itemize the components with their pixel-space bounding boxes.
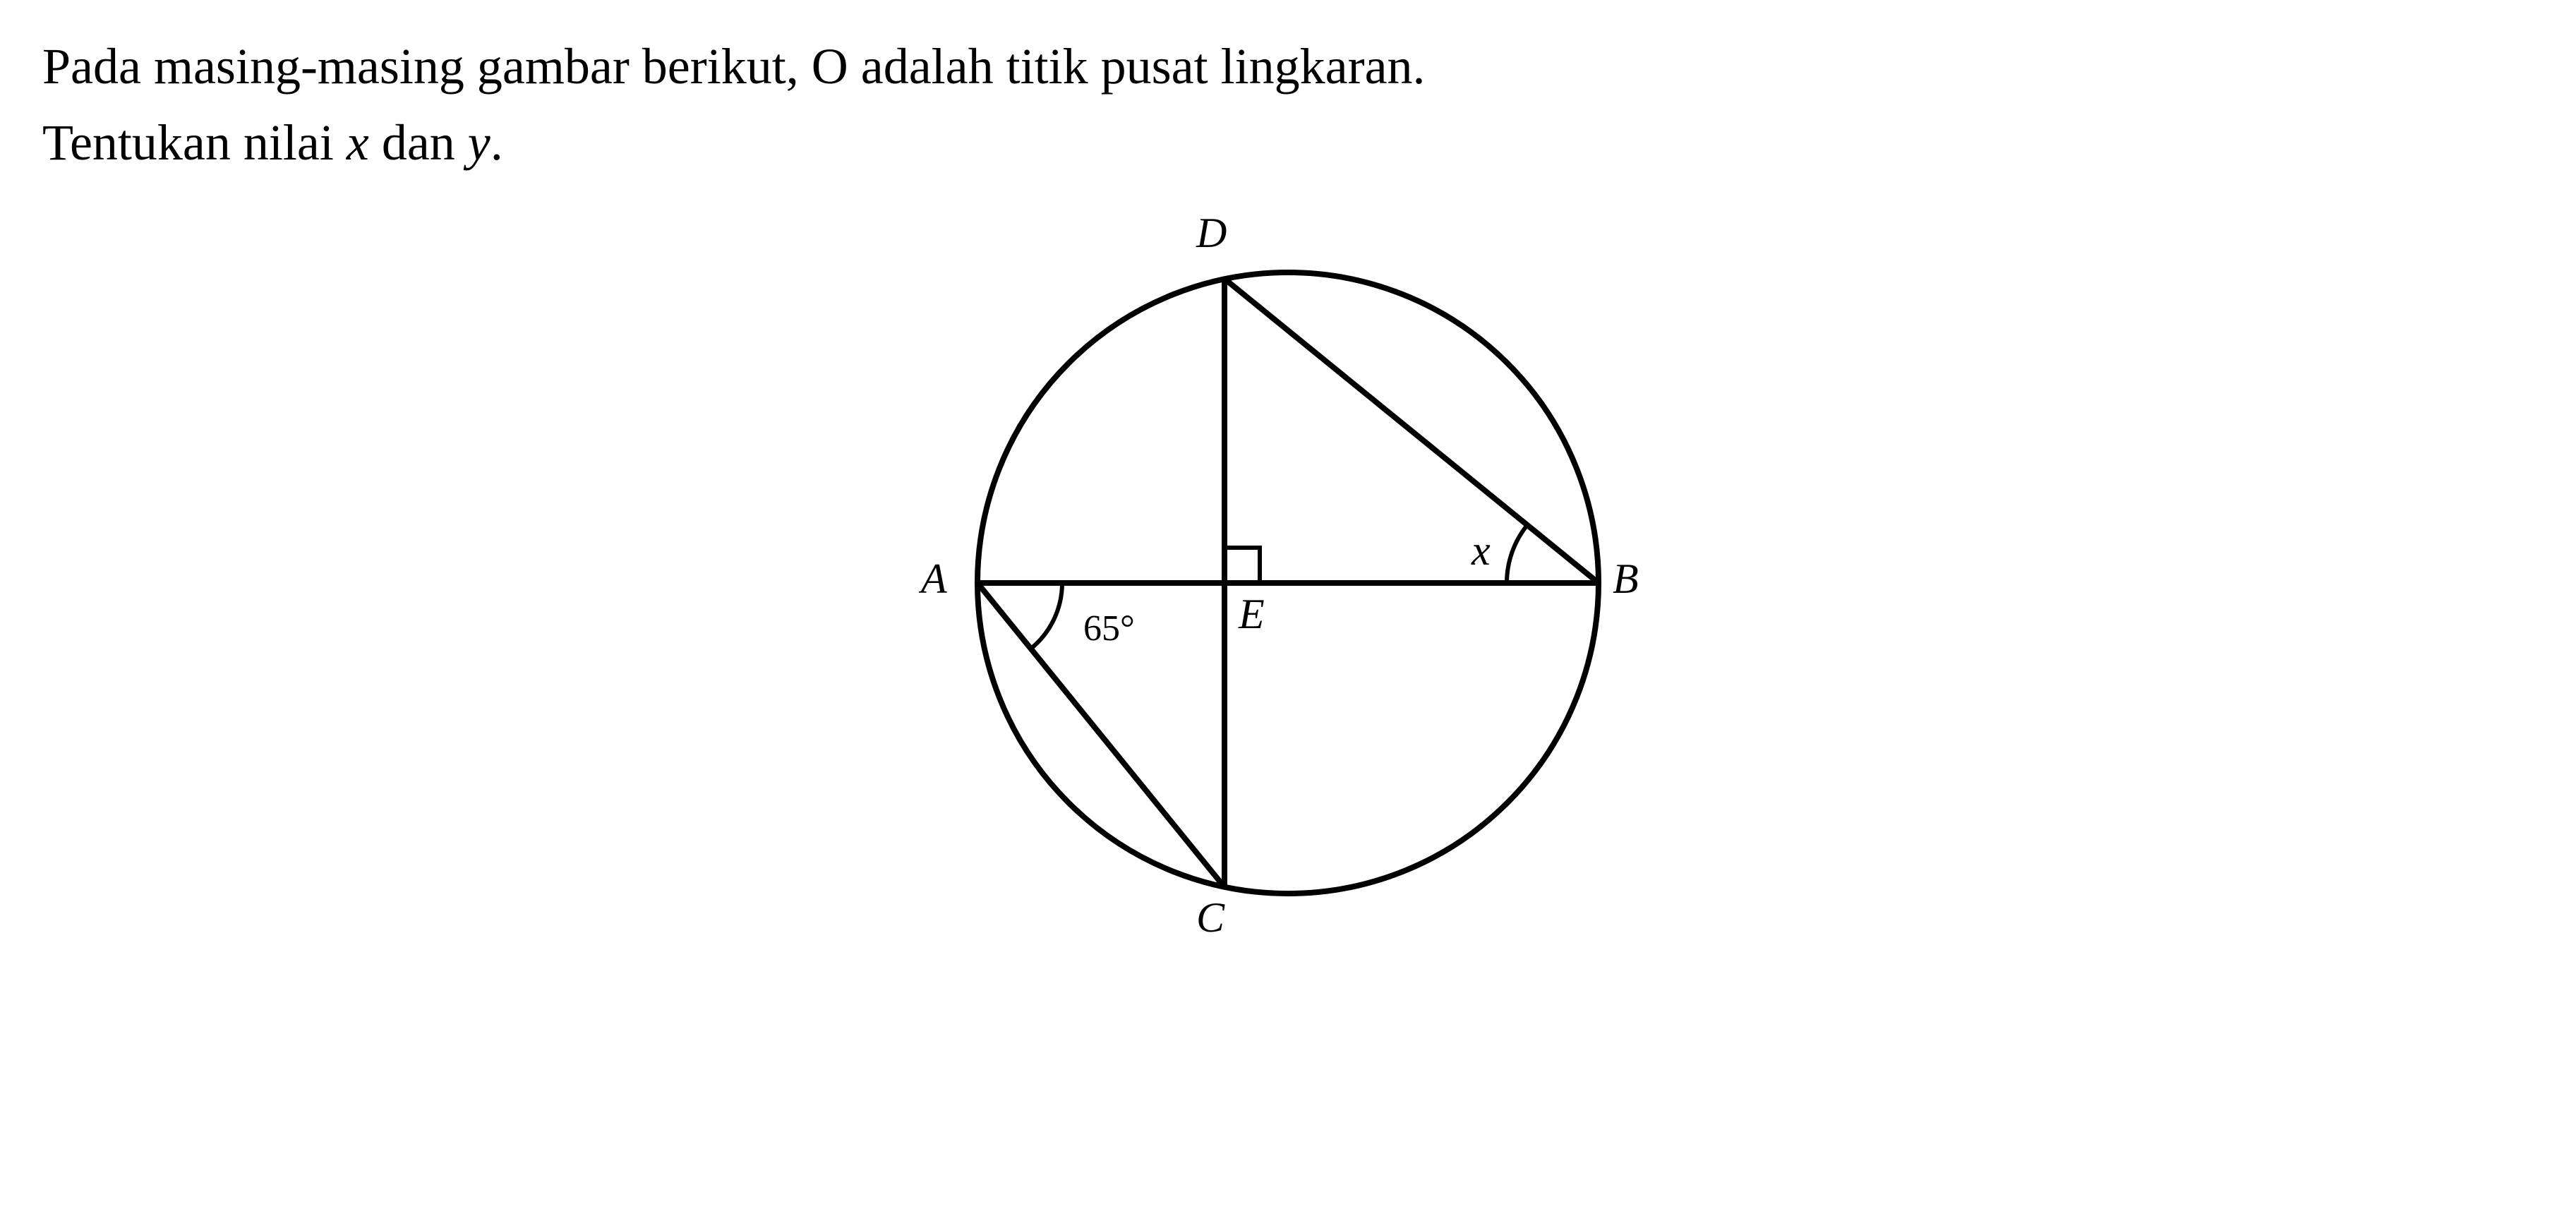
- text-line2-part2: dan: [369, 114, 468, 171]
- angle-arc-x: [1507, 525, 1527, 583]
- label-c: C: [1196, 894, 1224, 942]
- label-x: x: [1471, 527, 1491, 575]
- text-line1-part1: Pada masing-masing gambar berikut,: [42, 38, 812, 95]
- label-b: B: [1613, 555, 1639, 603]
- label-a: A: [921, 555, 947, 603]
- geometry-svg: [900, 195, 1676, 971]
- line-db: [1224, 279, 1599, 583]
- right-angle-marker: [1224, 548, 1260, 583]
- label-d: D: [1196, 209, 1227, 258]
- figure-container: D A B C E x 65°: [42, 195, 2534, 971]
- text-line1-part2: adalah titik pusat lingkaran.: [848, 38, 1426, 95]
- text-line2-part1: Tentukan nilai: [42, 114, 347, 171]
- text-line1-O: O: [812, 38, 848, 95]
- text-line2-part3: .: [490, 114, 503, 171]
- label-e: E: [1239, 590, 1265, 639]
- text-line2-y: y: [468, 114, 490, 171]
- angle-arc-65: [1031, 583, 1062, 649]
- problem-statement: Pada masing-masing gambar berikut, O ada…: [42, 28, 2534, 181]
- text-line2-x: x: [347, 114, 369, 171]
- geometry-figure: D A B C E x 65°: [900, 195, 1676, 971]
- label-angle-65: 65°: [1083, 608, 1135, 649]
